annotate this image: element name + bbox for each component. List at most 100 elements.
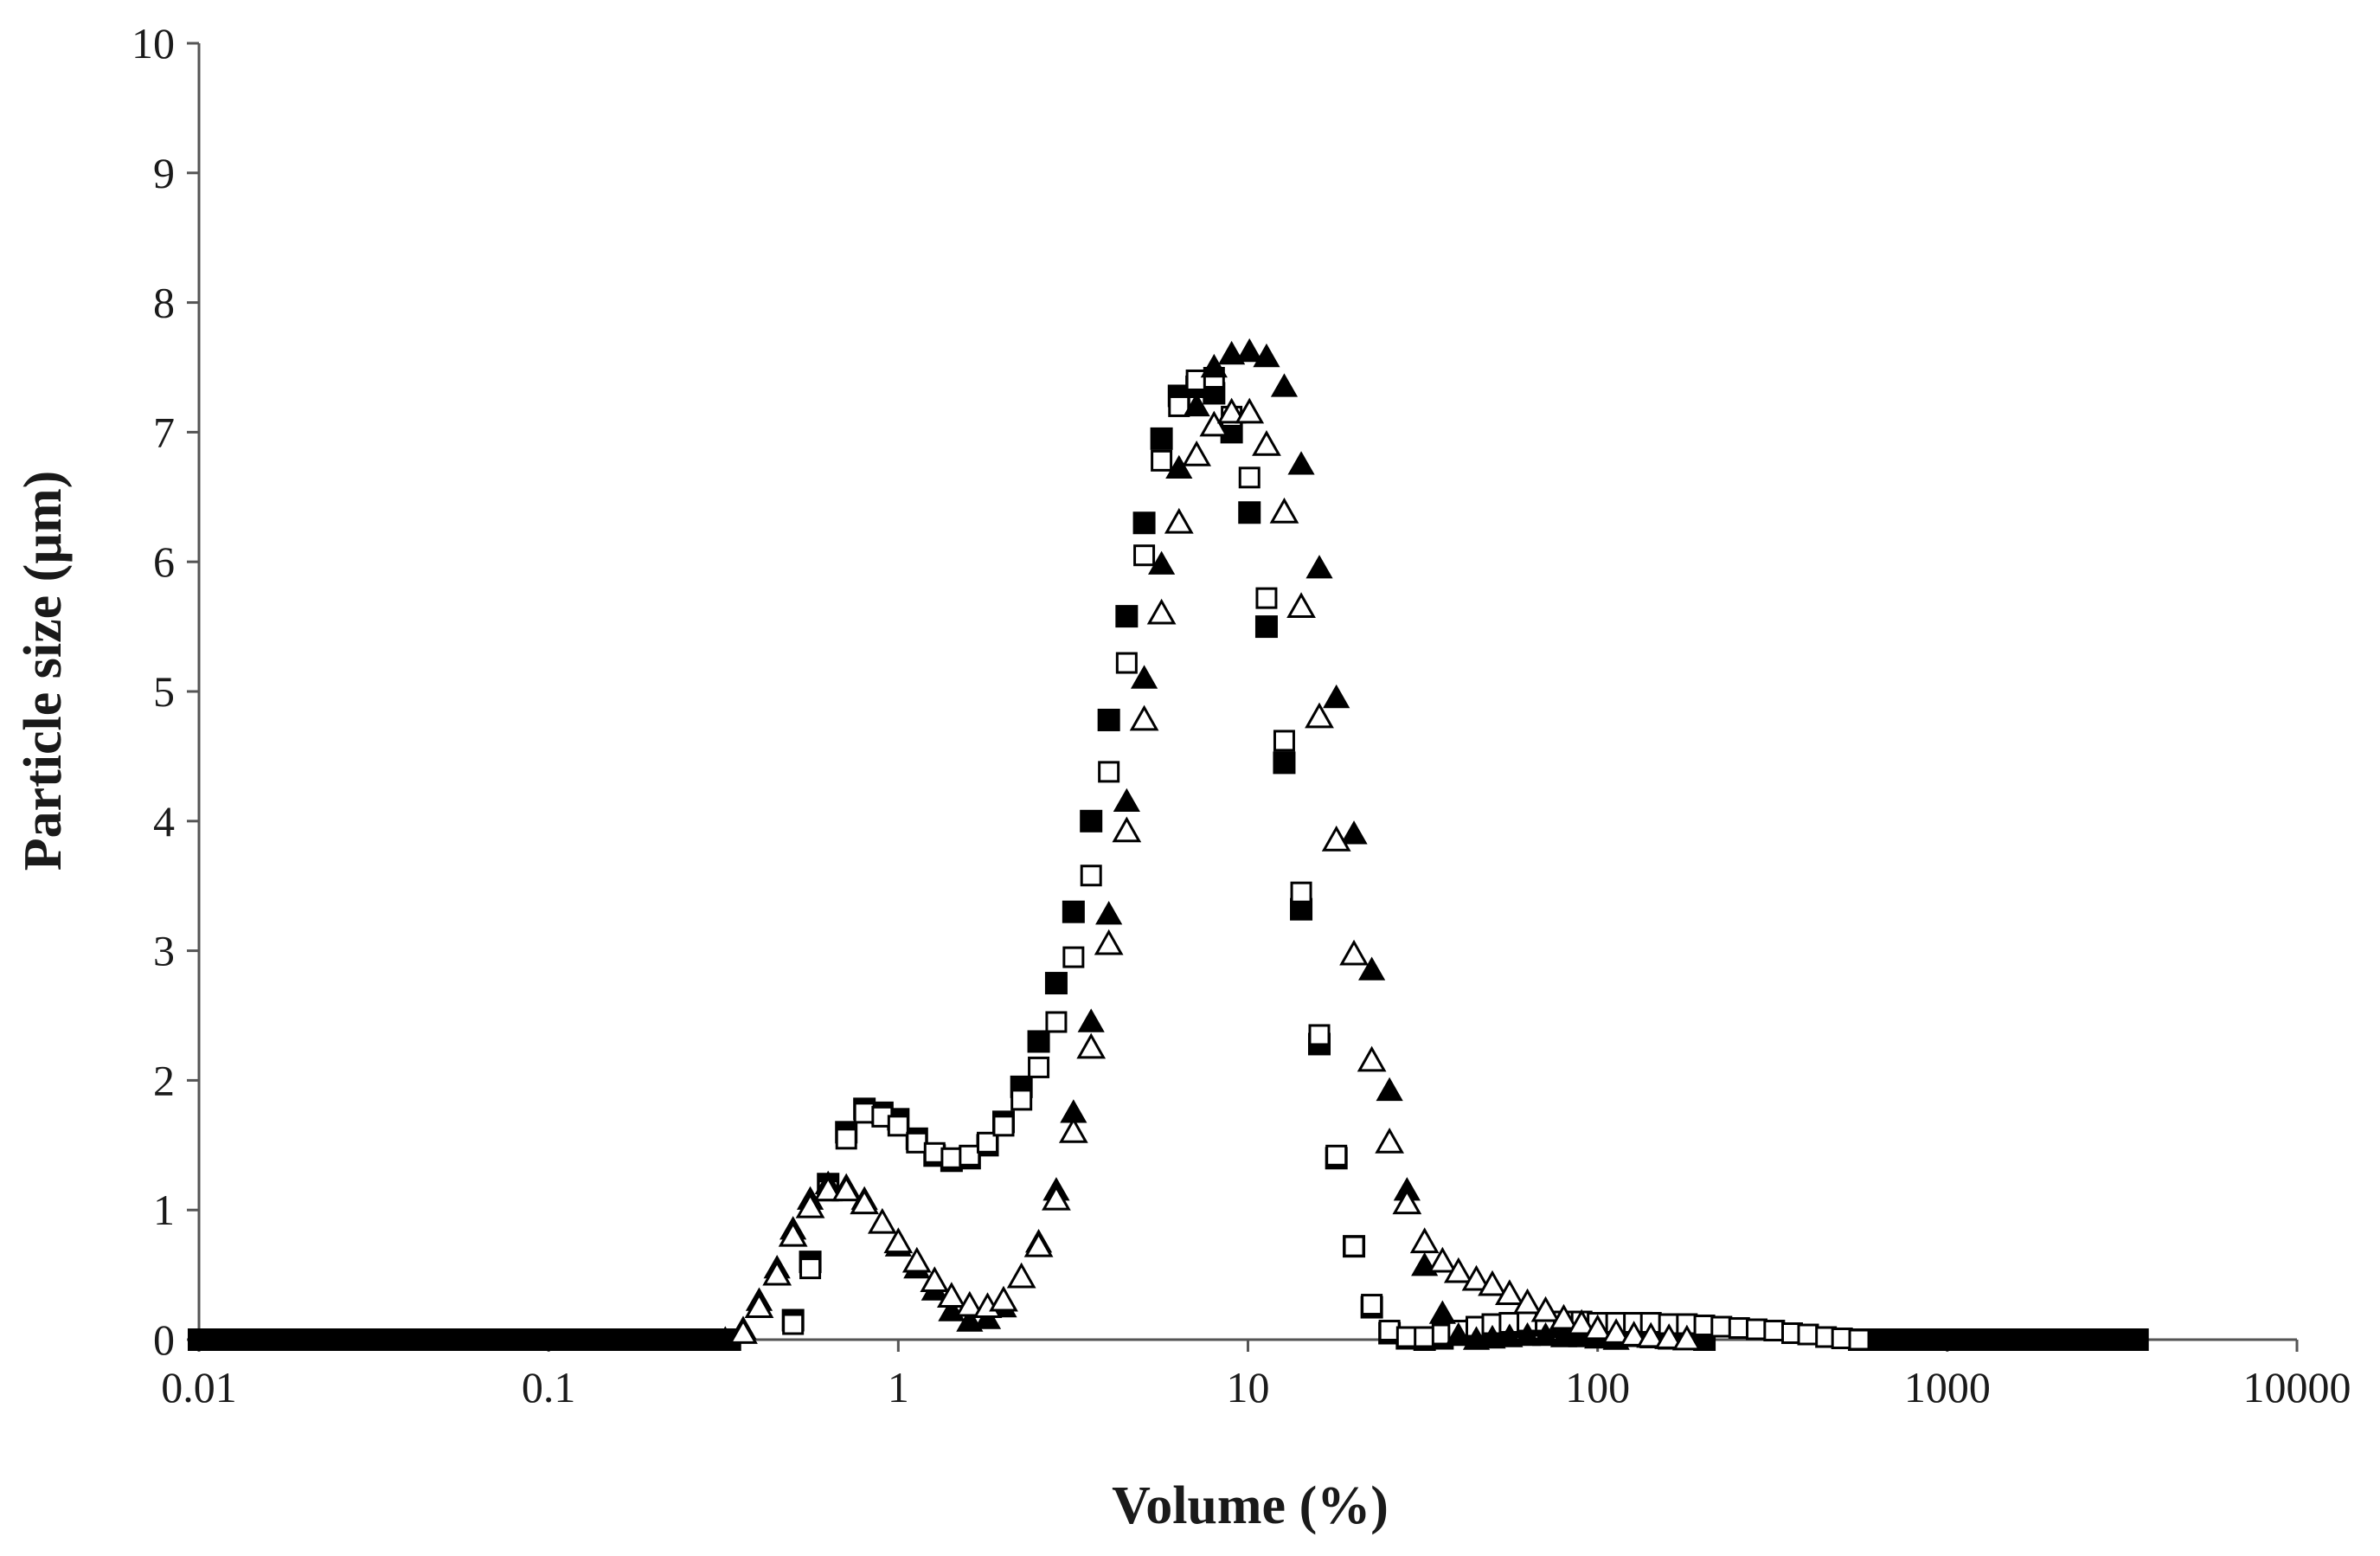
data-point xyxy=(1146,598,1177,625)
data-point xyxy=(1409,1227,1440,1254)
data-point xyxy=(1305,702,1334,729)
data-point xyxy=(1010,1089,1033,1111)
data-point xyxy=(1339,939,1369,966)
data-point xyxy=(959,1144,981,1167)
y-tick-label: 4 xyxy=(153,797,175,846)
y-tick-label: 5 xyxy=(153,667,175,716)
data-point xyxy=(1375,1127,1404,1154)
x-tick-label: 10000 xyxy=(2243,1363,2351,1411)
data-point xyxy=(778,1220,808,1247)
data-point xyxy=(1513,1321,1542,1347)
data-point xyxy=(992,1115,1015,1137)
data-point xyxy=(1305,555,1333,579)
data-point xyxy=(1058,1116,1088,1143)
data-point xyxy=(1530,1296,1561,1322)
data-point xyxy=(1445,1321,1472,1347)
data-point xyxy=(1199,410,1229,437)
data-point xyxy=(1060,1099,1087,1123)
data-point xyxy=(1151,449,1173,472)
data-point xyxy=(937,1282,966,1308)
data-point xyxy=(853,1102,876,1124)
data-point xyxy=(1378,1320,1401,1342)
data-point xyxy=(1654,1323,1684,1349)
data-point xyxy=(1252,430,1281,456)
data-point xyxy=(1763,1320,1786,1342)
data-point xyxy=(1325,1144,1348,1167)
data-point xyxy=(1797,1323,1819,1346)
data-point xyxy=(1512,1288,1543,1315)
data-point xyxy=(1270,373,1299,397)
data-point xyxy=(1062,900,1085,923)
data-point xyxy=(1076,1032,1107,1059)
data-point xyxy=(1023,1231,1054,1257)
data-point xyxy=(1115,605,1139,628)
data-point xyxy=(1183,392,1210,417)
data-point xyxy=(728,1318,758,1344)
data-point xyxy=(799,1257,822,1280)
data-point xyxy=(1077,1008,1105,1032)
data-point xyxy=(1133,544,1156,567)
data-point xyxy=(1182,440,1211,466)
data-point xyxy=(920,1266,950,1293)
x-tick-label: 0.1 xyxy=(522,1363,576,1411)
tick-labels: 0 1 2 3 4 5 6 7 8 9 10 0.01 0.1 1 10 100 1000 10000 xyxy=(132,19,2351,1411)
data-point xyxy=(1601,1318,1631,1344)
data-point xyxy=(1443,1257,1473,1283)
series-filled-square xyxy=(781,375,1716,1351)
data-point xyxy=(901,1246,932,1273)
data-point xyxy=(883,1227,914,1254)
y-tick-label: 1 xyxy=(153,1186,175,1234)
data-point xyxy=(1095,901,1123,925)
data-point xyxy=(850,1188,880,1215)
data-point xyxy=(954,1290,985,1317)
data-point xyxy=(1427,1246,1458,1273)
axes xyxy=(187,42,2299,1352)
y-tick-label: 0 xyxy=(153,1315,175,1364)
data-point xyxy=(795,1192,825,1218)
data-point xyxy=(1361,1294,1383,1316)
data-point xyxy=(1238,501,1261,524)
data-point xyxy=(1340,820,1368,845)
data-point xyxy=(2126,1328,2149,1351)
data-point xyxy=(1216,397,1247,424)
data-point xyxy=(1496,1323,1524,1347)
data-point xyxy=(1531,1321,1560,1347)
data-point xyxy=(835,1128,857,1150)
y-tick-label: 7 xyxy=(153,408,175,456)
data-point xyxy=(1115,652,1138,674)
data-point xyxy=(1567,1308,1597,1335)
series-open-triangle xyxy=(728,397,1702,1351)
data-point xyxy=(1042,1184,1071,1211)
data-point xyxy=(1080,865,1102,887)
series-open-square xyxy=(782,366,1870,1351)
data-point xyxy=(1028,1056,1050,1078)
data-point xyxy=(1357,1045,1387,1072)
data-point xyxy=(1582,1314,1613,1341)
data-point xyxy=(1428,1300,1456,1324)
data-point xyxy=(1150,427,1173,450)
baseline-points xyxy=(188,1328,2149,1351)
y-tick-label: 3 xyxy=(153,927,175,975)
y-tick-label: 9 xyxy=(153,149,175,197)
data-point xyxy=(1255,587,1278,609)
data-point xyxy=(1044,972,1068,995)
data-point xyxy=(782,1313,805,1335)
data-point xyxy=(1671,1324,1702,1351)
data-point xyxy=(1343,1235,1365,1257)
data-point xyxy=(940,1147,963,1169)
data-point xyxy=(1321,825,1351,852)
data-point xyxy=(867,1207,897,1234)
data-point xyxy=(1478,1270,1507,1296)
y-tick-label: 6 xyxy=(153,537,175,586)
data-point xyxy=(1147,550,1176,575)
data-point xyxy=(1273,730,1295,752)
data-point xyxy=(1164,507,1194,534)
data-point xyxy=(1168,395,1190,417)
data-point xyxy=(1549,1303,1579,1330)
data-point xyxy=(1461,1264,1492,1291)
data-point xyxy=(1728,1317,1750,1340)
data-point xyxy=(906,1131,928,1154)
data-point xyxy=(1290,881,1312,903)
data-point xyxy=(1392,1188,1422,1215)
data-point xyxy=(1238,466,1261,489)
